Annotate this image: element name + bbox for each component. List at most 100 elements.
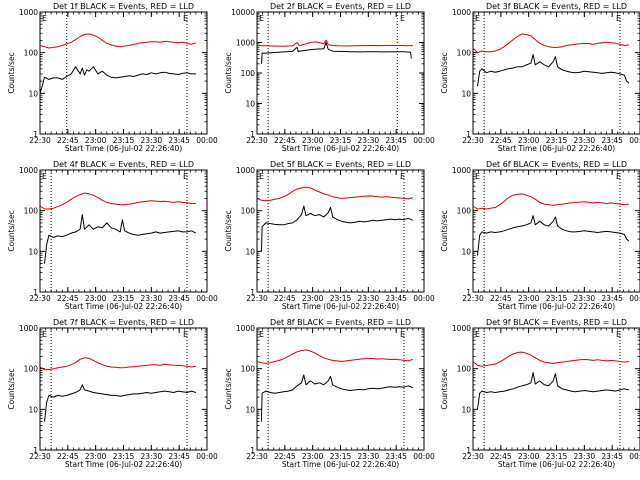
corner-label-right: E (400, 14, 405, 23)
lld-series-line (39, 192, 196, 210)
x-tick-label: 23:00 (85, 136, 107, 145)
lld-series-line (472, 351, 629, 367)
lld-series-line (256, 186, 414, 202)
x-axis-label: Start Time (06-Jul-02 22:26:40) (282, 144, 399, 153)
y-tick-label: 1 (466, 288, 471, 297)
corner-label-left: E (475, 14, 480, 23)
corner-label-right: E (616, 330, 621, 339)
x-tick-label: 23:45 (168, 136, 190, 145)
x-tick-label: 23:30 (358, 452, 380, 461)
y-tick-label: 1000 (236, 166, 255, 175)
plot-frame (256, 327, 425, 451)
y-axis-label: Counts/sec (224, 368, 233, 409)
x-axis-label: Start Time (06-Jul-02 22:26:40) (498, 302, 615, 311)
corner-label-left: E (259, 172, 264, 181)
x-tick-label: 23:15 (546, 136, 568, 145)
chart-panel-8: Det 8f BLACK = Events, RED = LLD 1 10 100 10… (224, 318, 435, 469)
y-tick-label: 1 (466, 446, 471, 455)
y-tick-label: 100 (241, 365, 256, 374)
plot-frame (472, 169, 640, 293)
x-tick-label: 23:45 (385, 136, 407, 145)
y-tick-label: 10 (28, 247, 38, 256)
x-tick-label: 23:30 (141, 452, 163, 461)
x-tick-label: 23:15 (330, 294, 352, 303)
events-series-line (477, 215, 630, 256)
events-series-line (261, 374, 414, 422)
x-tick-label: 23:30 (141, 136, 163, 145)
x-tick-label: 23:30 (141, 294, 163, 303)
corner-label-left: E (42, 172, 47, 181)
x-tick-label: 22:30 (29, 452, 51, 461)
x-axis-label: Start Time (06-Jul-02 22:26:40) (65, 302, 182, 311)
y-tick-label: 1000 (452, 166, 471, 175)
y-tick-label: 1 (250, 130, 255, 139)
x-tick-label: 23:00 (85, 294, 107, 303)
x-tick-label: 22:30 (246, 452, 268, 461)
y-tick-label: 100 (457, 365, 472, 374)
chart-title: Det 8f BLACK = Events, RED = LLD (270, 318, 411, 327)
x-axis-label: Start Time (06-Jul-02 22:26:40) (282, 460, 399, 469)
lld-series-line (472, 193, 629, 210)
y-axis-label: Counts/sec (224, 210, 233, 251)
x-tick-label: 23:15 (330, 452, 352, 461)
x-tick-label: 23:00 (85, 452, 107, 461)
x-tick-label: 00:00 (629, 136, 640, 145)
events-series-line (261, 42, 412, 64)
chart-title: Det 2f BLACK = Events, RED = LLD (270, 2, 411, 11)
x-tick-label: 23:30 (574, 294, 596, 303)
x-tick-label: 00:00 (196, 452, 218, 461)
x-tick-label: 00:00 (196, 136, 218, 145)
corner-label-left: E (42, 14, 47, 23)
y-tick-label: 1 (33, 446, 38, 455)
chart-panel-1: Det 1f BLACK = Events, RED = LLD 1 10 100 10… (7, 2, 218, 153)
corner-label-right: E (183, 14, 188, 23)
x-tick-label: 22:45 (57, 294, 79, 303)
y-axis-label: Counts/sec (7, 52, 16, 93)
chart-title: Det 1f BLACK = Events, RED = LLD (53, 2, 194, 11)
lld-series-line (256, 39, 413, 47)
x-tick-label: 23:45 (168, 294, 190, 303)
y-tick-label: 1000 (236, 324, 255, 333)
y-tick-label: 1000 (452, 324, 471, 333)
y-axis-label: Counts/sec (224, 52, 233, 93)
x-tick-label: 22:45 (274, 294, 296, 303)
corner-label-left: E (42, 330, 47, 339)
y-tick-label: 10 (461, 247, 471, 256)
x-tick-label: 00:00 (413, 294, 435, 303)
x-tick-label: 00:00 (196, 294, 218, 303)
x-axis-label: Start Time (06-Jul-02 22:26:40) (65, 144, 182, 153)
plot-frame (472, 327, 640, 451)
x-tick-label: 22:45 (490, 136, 512, 145)
x-tick-label: 22:30 (462, 136, 484, 145)
x-tick-label: 22:30 (29, 294, 51, 303)
corner-label-left: E (259, 14, 264, 23)
chart-title: Det 4f BLACK = Events, RED = LLD (53, 160, 194, 169)
x-tick-label: 22:30 (246, 294, 268, 303)
corner-label-left: E (475, 172, 480, 181)
y-tick-label: 1000 (19, 166, 38, 175)
x-tick-label: 23:00 (302, 294, 324, 303)
y-tick-label: 100 (241, 207, 256, 216)
x-tick-label: 23:00 (518, 136, 540, 145)
x-tick-label: 22:45 (274, 452, 296, 461)
y-tick-label: 10 (245, 405, 255, 414)
x-axis-label: Start Time (06-Jul-02 22:26:40) (498, 460, 615, 469)
x-axis-label: Start Time (06-Jul-02 22:26:40) (498, 144, 615, 153)
y-tick-label: 10 (245, 100, 255, 109)
chart-panel-7: Det 7f BLACK = Events, RED = LLD 1 10 100 10… (7, 318, 218, 469)
corner-label-right: E (183, 172, 188, 181)
x-tick-label: 22:45 (57, 136, 79, 145)
x-tick-label: 23:00 (518, 452, 540, 461)
events-series-line (44, 384, 197, 422)
x-tick-label: 23:30 (574, 136, 596, 145)
x-tick-label: 22:45 (490, 452, 512, 461)
events-series-line (39, 66, 196, 94)
corner-label-right: E (616, 14, 621, 23)
plot-frame (256, 11, 425, 135)
plot-frame (256, 169, 425, 293)
x-tick-label: 23:45 (601, 294, 623, 303)
x-tick-label: 22:30 (29, 136, 51, 145)
x-tick-label: 22:30 (246, 136, 268, 145)
events-series-line (44, 214, 197, 264)
